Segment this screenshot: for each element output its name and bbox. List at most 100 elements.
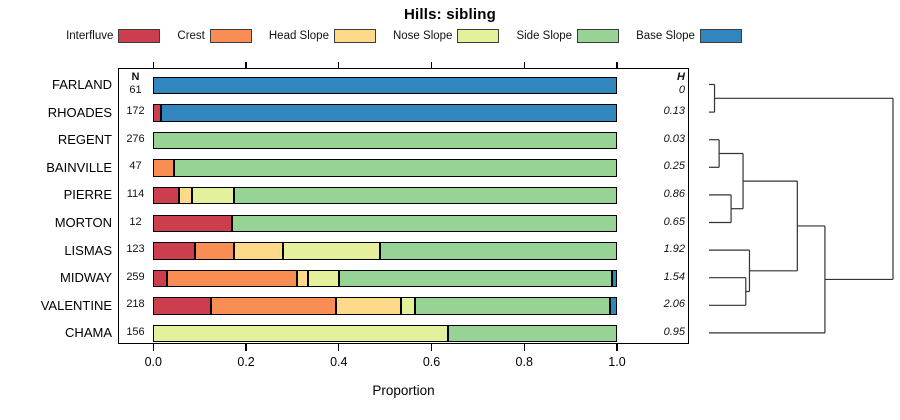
n-value: 218 <box>119 290 152 318</box>
segment-crest <box>153 159 174 177</box>
bar-row-midway: 259 1.54 <box>119 262 688 290</box>
legend-item-head-slope: Head Slope <box>269 28 376 43</box>
h-value: 0.25 <box>629 152 685 180</box>
stacked-bar <box>153 242 617 260</box>
h-value-text: 2.06 <box>663 298 685 311</box>
n-value-text: 114 <box>126 187 145 200</box>
segment-interfluve <box>153 214 232 232</box>
legend-label: Side Slope <box>516 29 573 42</box>
h-value: 0.13 <box>629 97 685 125</box>
h-value-text: 0.25 <box>663 160 685 173</box>
dendrogram <box>709 83 894 334</box>
legend-swatch-side-slope <box>577 28 620 43</box>
segment-nose-slope <box>192 186 235 205</box>
x-tick-label: 0.6 <box>422 355 441 369</box>
legend-swatch-nose-slope <box>457 28 500 43</box>
segment-nose-slope <box>401 297 416 315</box>
n-value-text: 259 <box>126 270 145 283</box>
n-value: 156 <box>119 317 152 345</box>
bar-row-bainville: 47 0.25 <box>119 152 688 180</box>
segment-interfluve <box>153 242 195 260</box>
x-tick-bottom <box>152 344 154 351</box>
n-value: 47 <box>119 152 152 180</box>
n-value-text: 47 <box>129 160 142 173</box>
x-tick-bottom <box>338 344 340 351</box>
h-value: 0.03 <box>629 124 685 152</box>
x-tick-top <box>338 61 340 68</box>
h-value-text: 0.86 <box>663 187 685 200</box>
h-value: 2.06 <box>629 290 685 318</box>
bar-row-rhoades: 172 0.13 <box>119 97 688 125</box>
h-value: 1.92 <box>629 235 685 263</box>
legend: Interfluve Crest Head Slope Nose Slope Side … <box>0 27 808 44</box>
h-column-header: H <box>677 71 685 84</box>
segment-head-slope <box>296 269 309 288</box>
x-tick-bottom <box>430 344 433 351</box>
h-value-text: 0.13 <box>663 105 685 118</box>
h-value: 1.54 <box>629 262 685 290</box>
segment-nose-slope <box>308 269 339 288</box>
x-tick-top <box>616 61 618 68</box>
row-label-morton: MORTON <box>54 215 112 230</box>
stacked-bar <box>153 186 617 205</box>
x-tick-bottom <box>245 344 247 351</box>
x-tick-label: 0.4 <box>330 355 348 369</box>
chart-title: Hills: sibling <box>404 6 496 23</box>
row-label-lismas: LISMAS <box>64 242 112 258</box>
stacked-bar <box>153 269 617 288</box>
n-value: 259 <box>119 262 152 290</box>
segment-nose-slope <box>282 242 381 260</box>
segment-interfluve <box>153 297 211 315</box>
segment-side-slope <box>338 269 613 288</box>
n-value-text: 172 <box>126 105 145 118</box>
n-value-text: 61 <box>129 83 142 96</box>
bar-row-chama: 156 0.95 <box>119 317 688 345</box>
segment-side-slope <box>415 297 610 315</box>
segment-interfluve <box>153 186 179 205</box>
h-value-text: 0.03 <box>663 132 685 145</box>
bar-row-lismas: 123 1.92 <box>119 235 688 263</box>
row-label-regent: REGENT <box>57 132 112 148</box>
stacked-bar <box>153 297 617 315</box>
plot-area: N 61 H 0 172 0.13 276 0.03 47 0.25 114 0.86 12 0.65 12… <box>118 68 689 344</box>
legend-swatch-interfluve <box>118 28 161 43</box>
legend-item-interfluve: Interfluve <box>66 28 161 43</box>
segment-crest <box>194 242 235 260</box>
segment-side-slope <box>234 186 617 205</box>
n-value-text: 123 <box>126 243 145 256</box>
h-value-text: 0.95 <box>663 325 685 338</box>
row-label-chama: CHAMA <box>65 325 112 341</box>
stacked-bar <box>153 131 617 150</box>
n-value: 123 <box>119 235 152 263</box>
n-value: 276 <box>119 124 152 152</box>
legend-label: Interfluve <box>66 29 114 42</box>
legend-label: Nose Slope <box>392 29 453 42</box>
stacked-bar <box>153 159 617 177</box>
n-value-text: 276 <box>126 132 145 145</box>
segment-side-slope <box>153 131 617 150</box>
x-tick-bottom <box>616 344 618 351</box>
n-value: 12 <box>119 207 152 235</box>
n-value: 114 <box>119 179 152 207</box>
legend-item-crest: Crest <box>177 28 252 43</box>
row-label-valentine: VALENTINE <box>40 297 112 313</box>
row-label-midway: MIDWAY <box>60 270 112 286</box>
h-value: 0.95 <box>629 317 685 345</box>
segment-crest <box>166 269 297 288</box>
segment-head-slope <box>234 242 283 260</box>
x-tick-label: 0.2 <box>237 355 255 369</box>
bar-row-morton: 12 0.65 <box>119 207 688 235</box>
h-value: 0.65 <box>629 207 685 235</box>
legend-swatch-head-slope <box>333 28 376 43</box>
h-value-text: 1.54 <box>663 270 685 283</box>
segment-side-slope <box>447 324 617 343</box>
stacked-bar <box>153 104 617 122</box>
segment-crest <box>211 297 337 315</box>
n-value-text: 156 <box>126 325 145 338</box>
stacked-bar <box>153 214 617 232</box>
segment-side-slope <box>380 242 617 260</box>
x-tick-label: 0.8 <box>515 355 533 369</box>
segment-base-slope <box>612 269 617 288</box>
segment-head-slope <box>336 297 402 315</box>
x-tick-bottom <box>523 344 525 351</box>
